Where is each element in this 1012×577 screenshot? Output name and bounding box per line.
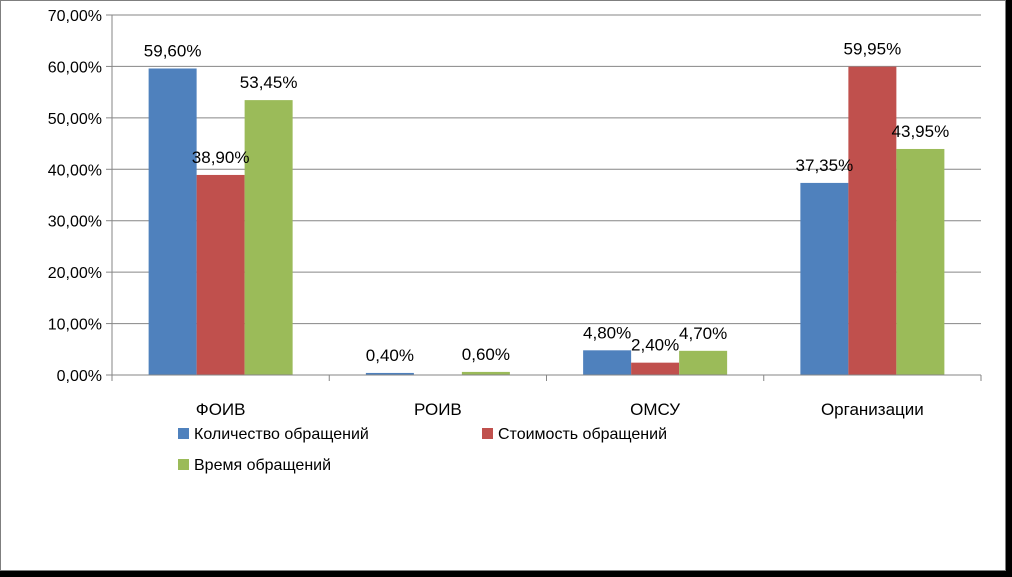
y-tick-label: 0,00% [57,368,102,385]
data-label: 0,40% [366,346,414,365]
bar [148,68,197,375]
legend-label: Стоимость обращений [498,426,667,443]
y-tick-label: 40,00% [48,162,102,179]
data-label: 53,45% [240,73,298,92]
data-label: 37,35% [796,156,854,175]
data-labels: 59,60% 38,90% 53,45% 0,40% 0,60% 4,80%2,40%4,… [144,40,949,365]
category-label: ФОИВ [196,400,246,419]
y-tick-label: 10,00% [48,317,102,334]
data-label: 59,60% [144,41,202,60]
axes: 0,00% 10,00% 20,00% 30,00% 40,00% 50,00% 60,00… [48,8,982,419]
legend: Количество обращений Стоимость обращений В… [178,426,667,474]
legend-swatch [178,428,189,439]
data-label: 4,70% [679,324,727,343]
bar [679,350,728,375]
bar [631,362,680,375]
category-label: ОМСУ [630,400,680,419]
bar [461,371,510,375]
bar [896,148,945,375]
legend-label: Время обращений [194,457,331,474]
legend-swatch [482,428,493,439]
bar [244,100,293,375]
y-tick-label: 20,00% [48,265,102,282]
data-label: 2,40% [631,336,679,355]
y-tick-label: 70,00% [48,8,102,25]
legend-swatch [178,459,189,470]
data-label: 0,60% [462,345,510,364]
data-label: 4,80% [583,323,631,342]
category-label: Организации [821,400,924,419]
bars [148,66,945,375]
data-label: 38,90% [192,148,250,167]
y-tick-label: 50,00% [48,111,102,128]
data-label: 59,95% [844,40,902,59]
y-tick-label: 60,00% [48,59,102,76]
bar [196,174,245,375]
bar [800,182,849,375]
y-tick-label: 30,00% [48,214,102,231]
data-label: 43,95% [892,122,950,141]
bar [583,350,632,375]
category-label: РОИВ [414,400,462,419]
bar [848,66,897,375]
bar [365,372,414,375]
legend-label: Количество обращений [194,426,369,443]
